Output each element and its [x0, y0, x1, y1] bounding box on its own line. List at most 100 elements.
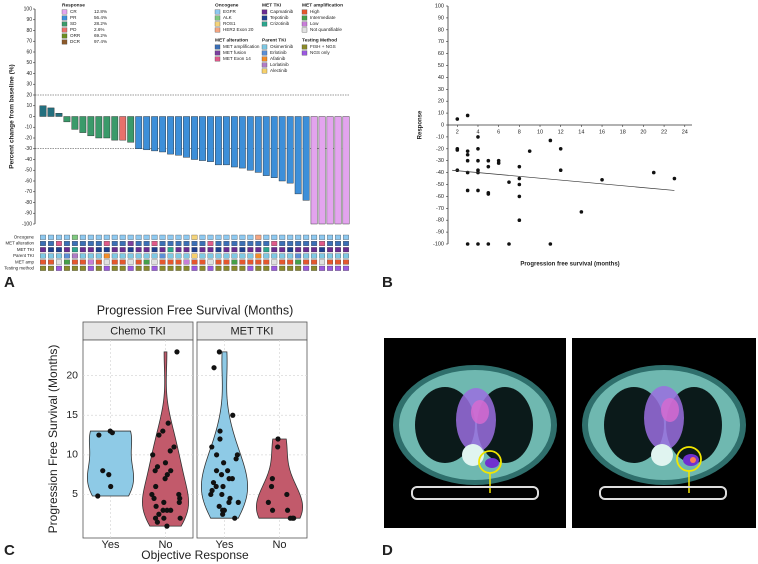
track-cell: [103, 241, 110, 246]
track-cell: [327, 265, 334, 271]
track-cell: [167, 253, 174, 259]
track-cell: [263, 234, 270, 240]
track-cell: [311, 234, 318, 240]
bar: [294, 116, 302, 195]
track-cell: [343, 234, 349, 240]
legend-share: 97.4%: [94, 39, 107, 44]
bar: [270, 116, 278, 178]
legend-label: Afatinib: [270, 56, 286, 61]
point: [455, 148, 460, 152]
track-cell: [103, 265, 110, 271]
legend-label: ORR: [70, 33, 81, 38]
bar: [238, 116, 246, 169]
track-cell: [167, 241, 174, 246]
track-cell: [319, 253, 326, 259]
point: [517, 194, 522, 199]
track-cell: [247, 259, 254, 265]
y-tick-label: -20: [25, 135, 32, 141]
track-cell: [40, 241, 46, 246]
legend-label: MET fusion: [223, 50, 247, 55]
point: [164, 523, 170, 529]
ct-image-right: [572, 338, 756, 528]
track-cell: [303, 253, 310, 259]
point: [268, 483, 275, 490]
point: [579, 210, 584, 214]
track-cell: [48, 265, 54, 271]
bar: [286, 116, 294, 184]
bar: [183, 116, 190, 158]
y-tick-label: 100: [24, 6, 33, 12]
legend-share: 69.2%: [94, 33, 107, 38]
track-cell: [271, 241, 278, 246]
violin: [141, 351, 190, 527]
track-cell: [79, 247, 86, 253]
track-cell: [319, 265, 326, 271]
track-cell: [55, 259, 62, 265]
track-cell: [215, 247, 222, 253]
point: [213, 483, 219, 490]
track-cell: [279, 259, 286, 265]
y-tick-label: -100: [22, 221, 32, 227]
track-cell: [295, 247, 302, 253]
bar: [254, 116, 262, 173]
point: [168, 468, 174, 474]
track-cell: [311, 247, 318, 253]
point: [284, 491, 290, 498]
track-cell: [95, 241, 102, 246]
point: [217, 428, 223, 434]
bar: [39, 105, 47, 117]
x-tick-label: 8: [518, 129, 521, 135]
track-cell: [223, 241, 230, 246]
point: [476, 188, 480, 193]
point: [221, 507, 227, 513]
point: [465, 149, 470, 153]
bar: [119, 116, 127, 141]
track-cell: [287, 265, 294, 271]
point: [213, 452, 220, 458]
legend-swatch: [301, 27, 308, 33]
legend-share: 12.8%: [94, 9, 107, 14]
track-cell: [247, 265, 254, 271]
track-cell: [319, 241, 326, 246]
track-cell: [335, 253, 341, 259]
y-tick-label: 70: [438, 39, 444, 45]
track-cell: [207, 253, 214, 259]
track-cell: [183, 241, 190, 246]
point: [156, 432, 162, 438]
point: [527, 149, 532, 153]
point: [232, 515, 238, 521]
point: [558, 168, 563, 173]
y-axis-label: Percent change from baseline (%): [9, 64, 16, 168]
track-cell: [247, 253, 254, 259]
track-cell: [151, 253, 158, 259]
track-cell: [183, 234, 190, 240]
track-label: Oncogene: [14, 234, 35, 239]
bar: [246, 116, 254, 171]
bar: [127, 116, 135, 143]
point: [160, 428, 166, 434]
track-cell: [55, 241, 62, 246]
track-cell: [95, 253, 102, 259]
track-cell: [199, 247, 206, 253]
track-cell: [223, 265, 230, 271]
legend-label: CR: [70, 9, 77, 14]
x-tick-label: 4: [476, 129, 479, 135]
track-cell: [127, 241, 134, 246]
track-cell: [143, 241, 150, 246]
y-tick-label: -30: [25, 146, 32, 152]
point: [176, 491, 182, 498]
y-tick-label: 90: [438, 15, 444, 21]
y-tick-label: 0: [29, 114, 32, 120]
track-cell: [143, 247, 150, 253]
track-cell: [151, 241, 158, 246]
legend-swatch: [301, 44, 308, 50]
point: [558, 147, 563, 151]
point: [161, 515, 167, 521]
point: [151, 495, 157, 501]
track-cell: [255, 241, 262, 246]
track-cell: [135, 259, 142, 265]
point: [600, 177, 604, 182]
track-cell: [111, 259, 118, 265]
point: [167, 448, 173, 454]
legend-title: MET TKI: [262, 2, 282, 8]
